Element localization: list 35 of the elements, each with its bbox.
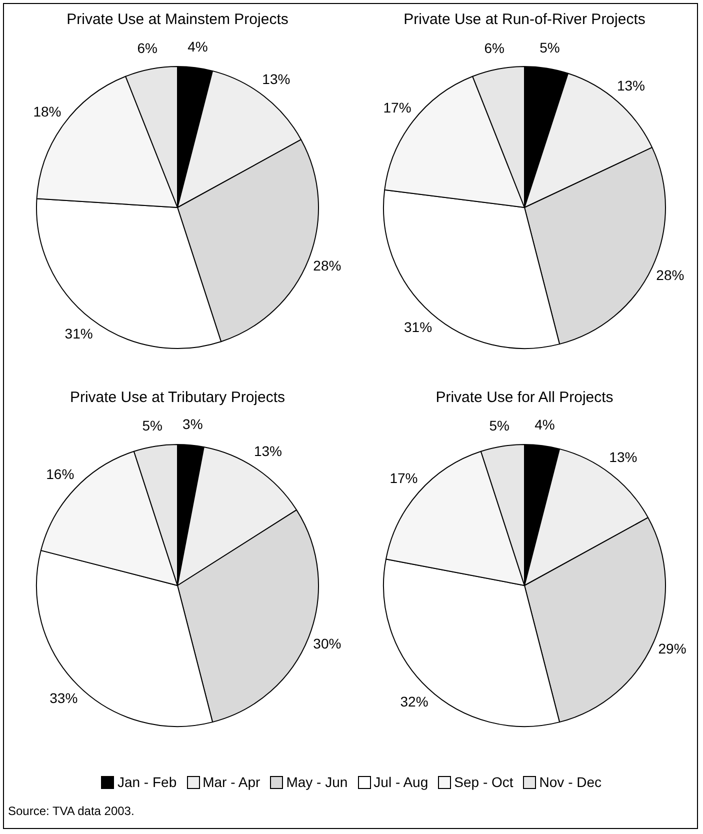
chart-title: Private Use at Run-of-River Projects (402, 10, 646, 30)
data-label: 17% (390, 470, 418, 486)
data-label: 29% (658, 640, 686, 656)
chart-title: Private Use at Mainstem Projects (66, 10, 290, 30)
legend-label: Sep - Oct (453, 774, 514, 790)
data-label: 6% (484, 40, 504, 56)
chart-title: Private Use for All Projects (434, 388, 614, 408)
data-label: 31% (404, 319, 432, 336)
data-label: 33% (50, 690, 78, 706)
legend-label: Mar - Apr (202, 774, 260, 790)
data-label: 28% (656, 266, 684, 283)
data-label: 4% (188, 38, 208, 55)
data-label: 5% (142, 417, 162, 434)
data-label: 30% (313, 636, 342, 652)
data-label: 13% (609, 449, 638, 466)
legend-label: Nov - Dec (538, 774, 602, 790)
data-label: 18% (33, 104, 62, 120)
data-label: 16% (46, 466, 74, 482)
data-label: 28% (313, 258, 342, 274)
data-label: 6% (137, 40, 158, 56)
legend-label: Jul - Aug (372, 774, 428, 790)
source-note: Source: TVA data 2003. (8, 804, 134, 818)
legend-label: May - Jun (285, 774, 348, 790)
legend-label: Jan - Feb (116, 774, 177, 790)
data-label: 13% (616, 78, 645, 94)
chart-title: Private Use at Tributary Projects (68, 388, 286, 408)
data-label: 3% (182, 416, 203, 432)
data-label: 5% (540, 39, 560, 56)
data-label: 17% (383, 100, 412, 116)
data-label: 4% (534, 416, 555, 433)
data-label: 31% (64, 326, 93, 342)
data-label: 5% (489, 417, 510, 434)
data-label: 13% (254, 443, 282, 460)
data-label: 13% (262, 71, 290, 88)
data-label: 32% (400, 694, 428, 710)
